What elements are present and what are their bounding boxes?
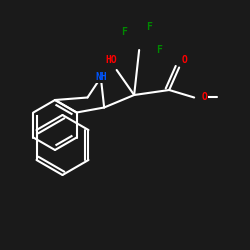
Text: F: F (156, 45, 162, 55)
Text: HO: HO (106, 55, 118, 65)
Text: F: F (146, 22, 152, 32)
Text: O: O (201, 92, 207, 102)
Text: O: O (181, 55, 187, 65)
Text: NH: NH (95, 72, 107, 83)
Text: F: F (121, 28, 127, 38)
